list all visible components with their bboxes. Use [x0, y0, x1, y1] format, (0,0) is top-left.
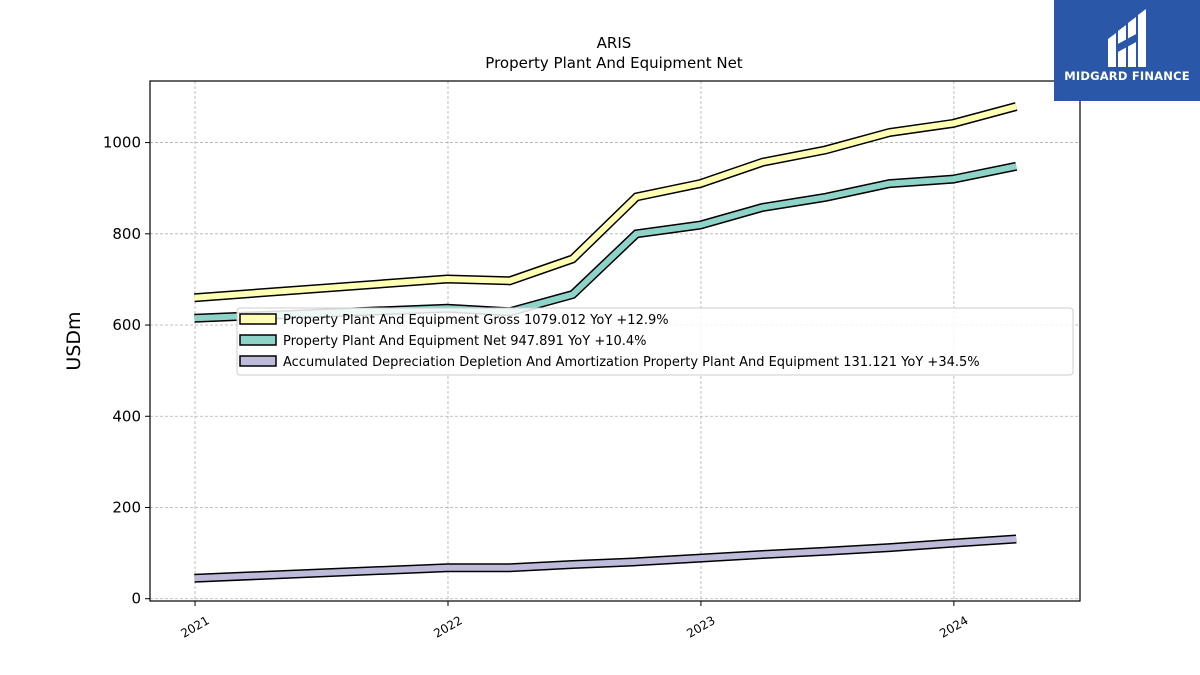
chart-subtitle: Property Plant And Equipment Net: [485, 54, 742, 72]
y-tick-label: 1000: [103, 134, 141, 152]
y-tick-label: 400: [112, 407, 141, 425]
y-tick-label: 0: [131, 590, 141, 608]
legend-swatch: [239, 313, 277, 325]
legend: Property Plant And Equipment Gross 1079.…: [236, 307, 1074, 376]
y-tick-label: 800: [112, 225, 141, 243]
logo-text: MIDGARD FINANCE: [1064, 69, 1190, 83]
series-3: [194, 534, 1017, 583]
legend-entry-label: Accumulated Depreciation Depletion And A…: [283, 355, 980, 370]
legend-entry-label: Property Plant And Equipment Net 947.891…: [283, 334, 647, 349]
chart-title-group: ARIS Property Plant And Equipment Net: [485, 34, 742, 72]
y-axis-label: USDm: [63, 311, 85, 370]
legend-swatch: [239, 355, 277, 367]
series-line: [194, 163, 1017, 322]
x-tick-label: 2023: [684, 613, 717, 640]
midgard-finance-logo: MIDGARD FINANCE: [1054, 0, 1200, 101]
legend-entry-label: Property Plant And Equipment Gross 1079.…: [283, 313, 669, 328]
x-axis: 2021 2022 2023 2024: [178, 601, 971, 641]
x-tick-label: 2021: [178, 613, 211, 640]
y-tick-label: 600: [112, 316, 141, 334]
logo-mark-icon: [1108, 9, 1146, 67]
series-layer: [194, 102, 1018, 583]
x-tick-label: 2024: [937, 613, 970, 640]
series-line-outline: [194, 161, 1018, 323]
plot-frame: [149, 80, 1081, 602]
y-tick-label: 200: [112, 498, 141, 516]
series-line: [194, 103, 1017, 301]
series-2: [194, 161, 1018, 323]
legend-box: [236, 307, 1074, 376]
series-1: [194, 102, 1018, 303]
chart-title: ARIS: [597, 34, 632, 52]
series-line: [194, 536, 1017, 582]
x-tick-label: 2022: [431, 613, 464, 640]
y-axis: 0 200 400 600 800 1000: [103, 134, 150, 608]
legend-swatch: [239, 334, 277, 346]
